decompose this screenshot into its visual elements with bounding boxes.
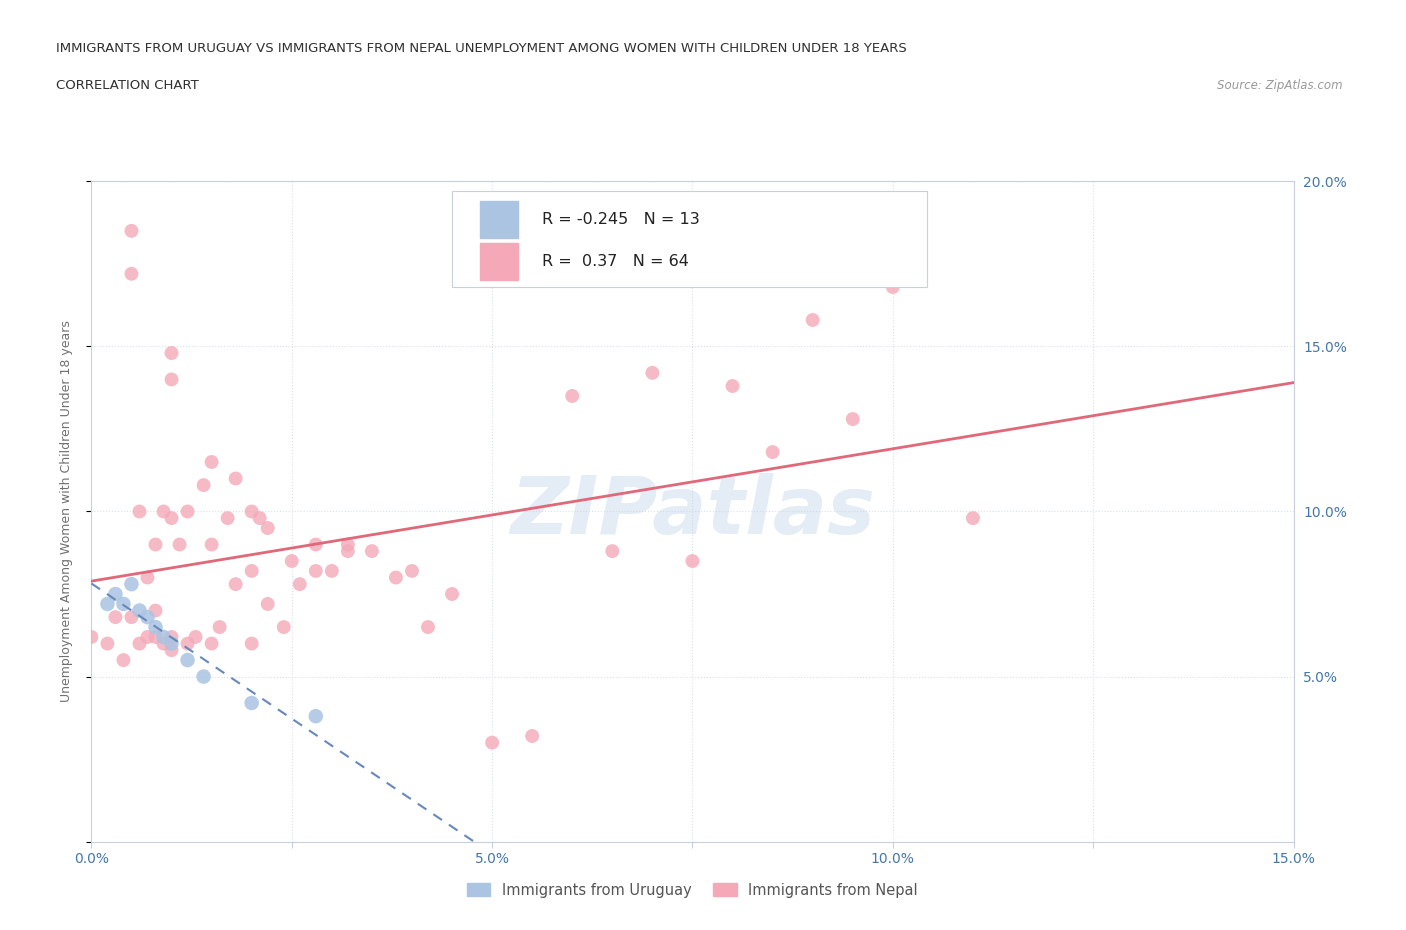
Point — [145, 538, 167, 552]
Point — [121, 223, 143, 238]
Point — [160, 643, 183, 658]
Point — [193, 478, 215, 493]
Point — [176, 636, 198, 651]
Point — [281, 553, 304, 568]
Text: IMMIGRANTS FROM URUGUAY VS IMMIGRANTS FROM NEPAL UNEMPLOYMENT AMONG WOMEN WITH C: IMMIGRANTS FROM URUGUAY VS IMMIGRANTS FR… — [56, 42, 907, 55]
Point — [602, 544, 624, 559]
Point — [176, 504, 198, 519]
Point — [681, 553, 703, 568]
Point — [112, 653, 135, 668]
Point — [360, 544, 382, 559]
Point — [225, 472, 247, 486]
Point — [80, 630, 103, 644]
Point — [240, 696, 263, 711]
Point — [104, 610, 127, 625]
Point — [121, 266, 143, 281]
Point — [762, 445, 785, 459]
Point — [104, 587, 127, 602]
Point — [112, 596, 135, 611]
Point — [273, 619, 295, 634]
Point — [145, 604, 167, 618]
Point — [882, 280, 904, 295]
Point — [176, 653, 198, 668]
Point — [152, 630, 174, 644]
Point — [225, 577, 247, 591]
Point — [416, 619, 439, 634]
Point — [121, 577, 143, 591]
Point — [152, 636, 174, 651]
Point — [336, 544, 359, 559]
Point — [201, 636, 224, 651]
Point — [305, 538, 328, 552]
Point — [401, 564, 423, 578]
Point — [160, 511, 183, 525]
Point — [481, 736, 503, 751]
Bar — [479, 202, 519, 238]
Point — [96, 636, 118, 651]
Point — [201, 455, 224, 470]
Point — [160, 372, 183, 387]
Point — [522, 728, 544, 743]
Point — [136, 570, 159, 585]
Legend: Immigrants from Uruguay, Immigrants from Nepal: Immigrants from Uruguay, Immigrants from… — [461, 877, 924, 904]
Point — [305, 564, 328, 578]
Point — [169, 538, 191, 552]
Point — [208, 619, 231, 634]
Point — [217, 511, 239, 525]
Point — [184, 630, 207, 644]
Text: Source: ZipAtlas.com: Source: ZipAtlas.com — [1218, 79, 1343, 92]
Point — [136, 610, 159, 625]
Text: ZIPatlas: ZIPatlas — [510, 472, 875, 551]
Point — [240, 564, 263, 578]
Point — [240, 504, 263, 519]
Point — [256, 596, 278, 611]
Point — [288, 577, 311, 591]
Text: R = -0.245   N = 13: R = -0.245 N = 13 — [543, 212, 700, 227]
Point — [841, 412, 863, 427]
Point — [385, 570, 408, 585]
Point — [721, 379, 744, 393]
Point — [240, 636, 263, 651]
Point — [160, 630, 183, 644]
Point — [193, 670, 215, 684]
Point — [256, 521, 278, 536]
Point — [336, 538, 359, 552]
Point — [128, 504, 150, 519]
Point — [962, 511, 984, 525]
Bar — [479, 244, 519, 280]
Point — [641, 365, 664, 380]
Point — [128, 604, 150, 618]
Text: CORRELATION CHART: CORRELATION CHART — [56, 79, 200, 92]
Point — [152, 504, 174, 519]
Y-axis label: Unemployment Among Women with Children Under 18 years: Unemployment Among Women with Children U… — [60, 321, 73, 702]
Point — [160, 346, 183, 361]
Point — [440, 587, 463, 602]
Point — [128, 636, 150, 651]
Point — [561, 389, 583, 404]
Point — [145, 630, 167, 644]
Point — [160, 636, 183, 651]
Point — [201, 538, 224, 552]
Point — [145, 619, 167, 634]
Point — [249, 511, 271, 525]
Point — [321, 564, 343, 578]
Point — [801, 312, 824, 327]
Text: R =  0.37   N = 64: R = 0.37 N = 64 — [543, 254, 689, 269]
Point — [136, 630, 159, 644]
Point — [121, 610, 143, 625]
FancyBboxPatch shape — [451, 192, 927, 287]
Point — [305, 709, 328, 724]
Point — [96, 596, 118, 611]
